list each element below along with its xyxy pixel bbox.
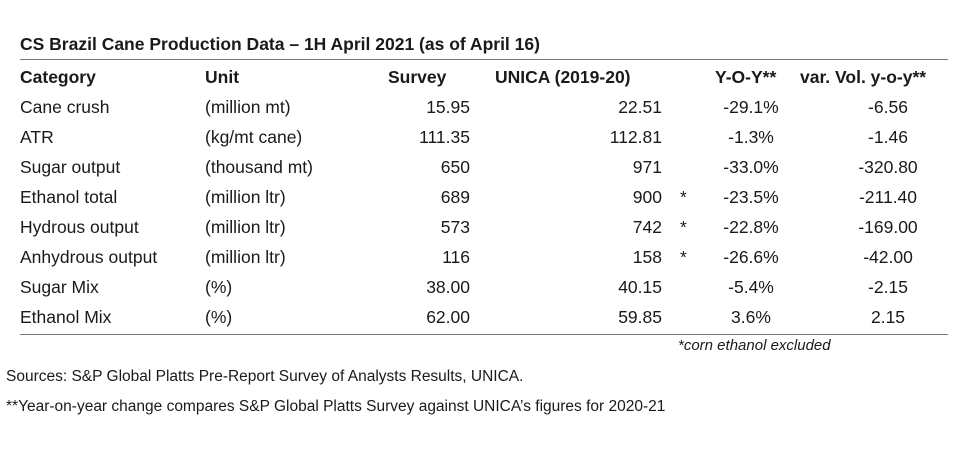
cell-var-vol: -42.00 xyxy=(863,247,913,267)
cell-survey: 689 xyxy=(440,187,470,207)
cell-unit: (million ltr) xyxy=(205,217,286,237)
cell-category: ATR xyxy=(20,127,54,147)
cell-survey: 38.00 xyxy=(426,277,470,297)
table-row: Hydrous output (million ltr) 573 742 * -22.8%… xyxy=(0,212,969,242)
cell-unit: (thousand mt) xyxy=(205,157,313,177)
cell-category: Ethanol Mix xyxy=(20,307,112,327)
cell-unit: (%) xyxy=(205,277,233,297)
cell-var-vol: -1.46 xyxy=(868,127,908,147)
table-row: Ethanol total (million ltr) 689 900 * -23.5% -… xyxy=(0,182,969,212)
cell-unit: (million mt) xyxy=(205,97,291,117)
cell-unica: 22.51 xyxy=(618,97,662,117)
cell-var-vol: 2.15 xyxy=(870,307,906,327)
cell-survey: 111.35 xyxy=(419,127,470,147)
table-header-row: Category Unit Survey UNICA (2019-20) Y-O… xyxy=(0,62,969,92)
cell-unica: 971 xyxy=(632,157,662,177)
cell-var-vol: -211.40 xyxy=(858,187,918,207)
cell-yoy: -22.8% xyxy=(723,217,779,237)
page-title: CS Brazil Cane Production Data – 1H Apri… xyxy=(20,34,540,54)
cell-category: Anhydrous output xyxy=(20,247,158,267)
cell-unica: 40.15 xyxy=(618,277,662,297)
column-header-unica: UNICA (2019-20) xyxy=(495,67,631,87)
column-header-unit: Unit xyxy=(205,67,240,87)
column-header-survey: Survey xyxy=(388,67,447,87)
cell-category: Sugar Mix xyxy=(20,277,99,297)
cell-unit: (%) xyxy=(205,307,233,327)
cell-var-vol: -2.15 xyxy=(868,277,908,297)
cell-category: Hydrous output xyxy=(20,217,139,237)
cell-yoy: -29.1% xyxy=(723,97,779,117)
cell-unica: 158 xyxy=(632,247,662,267)
column-header-category: Category xyxy=(20,67,96,87)
cell-survey: 650 xyxy=(440,157,470,177)
table-row: ATR (kg/mt cane) 111.35 112.81 -1.3% -1.46 xyxy=(0,122,969,152)
cell-unit: (million ltr) xyxy=(205,247,286,267)
cell-survey: 573 xyxy=(440,217,470,237)
column-header-yoy: Y-O-Y** xyxy=(715,67,777,87)
yoy-explanation-line: **Year-on-year change compares S&P Globa… xyxy=(6,398,666,415)
cell-unit: (kg/mt cane) xyxy=(205,127,303,147)
cell-yoy: -23.5% xyxy=(723,187,779,207)
cell-survey: 62.00 xyxy=(426,307,470,327)
sources-line: Sources: S&P Global Platts Pre-Report Su… xyxy=(6,368,524,385)
cell-var-vol: -6.56 xyxy=(868,97,908,117)
table-row: Cane crush (million mt) 15.95 22.51 -29.1% -6… xyxy=(0,92,969,122)
cell-yoy: -26.6% xyxy=(723,247,779,267)
cell-footnote-marker: * xyxy=(680,247,687,267)
cell-var-vol: -320.80 xyxy=(858,157,918,177)
cell-yoy: -1.3% xyxy=(728,127,774,147)
table-top-rule xyxy=(20,59,948,60)
table-row: Sugar output (thousand mt) 650 971 -33.0% -32… xyxy=(0,152,969,182)
table-row: Sugar Mix (%) 38.00 40.15 -5.4% -2.15 xyxy=(0,272,969,302)
cell-unica: 59.85 xyxy=(618,307,662,327)
cell-category: Ethanol total xyxy=(20,187,118,207)
cell-yoy: -33.0% xyxy=(723,157,779,177)
cell-unica: 742 xyxy=(632,217,662,237)
cell-var-vol: -169.00 xyxy=(858,217,918,237)
table-row: Ethanol Mix (%) 62.00 59.85 3.6% 2.15 xyxy=(0,302,969,332)
cell-footnote-marker: * xyxy=(680,187,687,207)
cell-unica: 900 xyxy=(632,187,662,207)
cell-unica: 112.81 xyxy=(609,127,662,147)
cell-category: Cane crush xyxy=(20,97,110,117)
column-header-var-vol: var. Vol. y-o-y** xyxy=(800,67,927,87)
cell-survey: 116 xyxy=(442,247,470,267)
cell-survey: 15.95 xyxy=(426,97,470,117)
table-bottom-rule xyxy=(20,334,948,335)
cell-yoy: -5.4% xyxy=(728,277,774,297)
cell-unit: (million ltr) xyxy=(205,187,286,207)
cell-yoy: 3.6% xyxy=(731,307,771,327)
corn-ethanol-footnote: *corn ethanol excluded xyxy=(678,337,831,354)
cell-footnote-marker: * xyxy=(680,217,687,237)
cell-category: Sugar output xyxy=(20,157,121,177)
table-row: Anhydrous output (million ltr) 116 158 * -26.… xyxy=(0,242,969,272)
